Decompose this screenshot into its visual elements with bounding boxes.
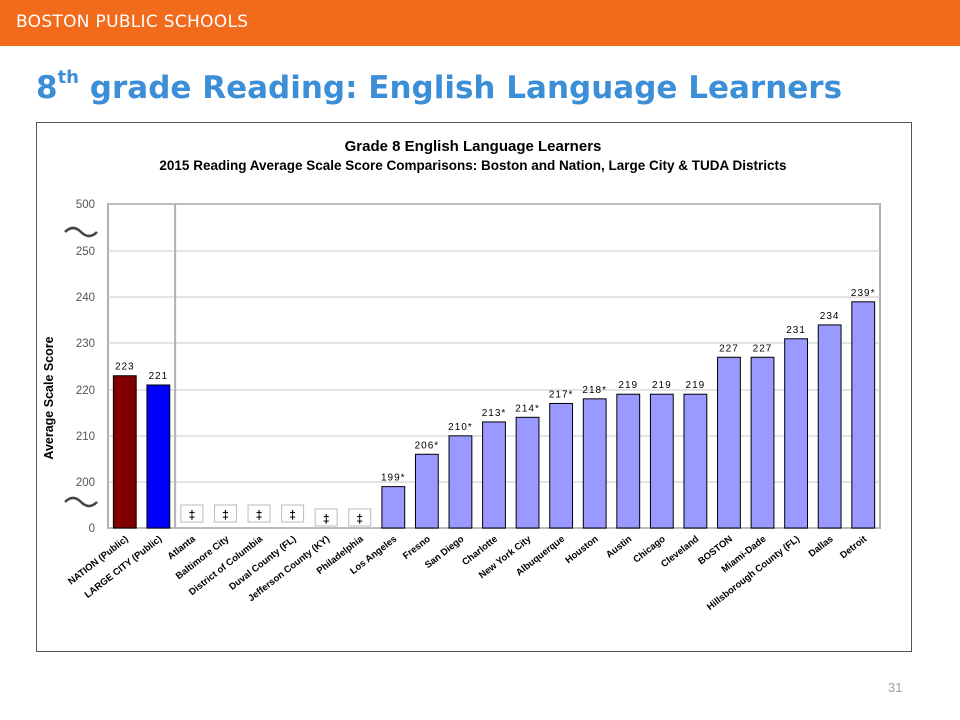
data-label: 227 [753, 343, 773, 354]
data-label: 234 [820, 311, 840, 322]
data-label: 219 [686, 380, 706, 391]
data-label: ‡ [256, 508, 263, 522]
header-bar: BOSTON PUBLIC SCHOOLS [0, 0, 960, 46]
y-tick-label: 500 [76, 199, 95, 211]
no-data-box [213, 504, 237, 523]
no-data-box [247, 504, 271, 523]
bar-12 [515, 416, 540, 529]
slide-title: 8th grade Reading: English Language Lear… [36, 66, 843, 106]
bar-chart: Grade 8 English Language Learners 2015 R… [42, 138, 881, 613]
data-label: 199* [381, 473, 406, 484]
title-grade-number: 8 [36, 70, 58, 106]
data-label: 219 [618, 380, 638, 391]
data-label: 214* [515, 403, 540, 414]
bar-17 [683, 393, 708, 529]
y-tick-label: 220 [76, 385, 95, 397]
bar-15 [616, 393, 641, 529]
y-axis-label: Average Scale Score [42, 336, 56, 459]
y-tick-label: 240 [76, 292, 95, 304]
bar-11 [482, 421, 506, 529]
title-ordinal-suffix: th [57, 66, 79, 88]
bar-16 [649, 393, 674, 529]
y-tick-label: 0 [89, 523, 95, 535]
data-label: 231 [786, 325, 806, 336]
x-tick-label: Dallas [807, 534, 836, 560]
data-label: ‡ [323, 512, 330, 526]
chart-frame: Grade 8 English Language Learners 2015 R… [36, 122, 912, 652]
axis-break-mark [64, 226, 98, 238]
y-tick-label: 200 [76, 477, 95, 489]
x-tick-label: Austin [604, 534, 634, 561]
bar-21 [817, 324, 842, 529]
no-data-box [348, 508, 372, 527]
x-tick-label: Cleveland [659, 534, 701, 570]
bar-0 [112, 375, 137, 529]
x-tick-label: Houston [563, 534, 600, 567]
data-label: 218* [582, 385, 607, 396]
y-tick-label: 210 [76, 431, 95, 443]
bar-13 [549, 402, 574, 529]
no-data-box [281, 504, 305, 523]
bar-1 [146, 384, 171, 529]
chart-title: Grade 8 English Language Learners [345, 138, 602, 155]
data-label: 217* [549, 389, 574, 400]
bar-19 [750, 356, 775, 529]
data-label: 213* [482, 408, 507, 419]
y-tick-label: 250 [76, 246, 95, 258]
org-name: BOSTON PUBLIC SCHOOLS [16, 12, 249, 32]
data-label: 223 [115, 362, 135, 373]
no-data-box [314, 508, 338, 527]
bar-8 [381, 486, 406, 529]
title-text: grade Reading: English Language Learners [79, 70, 843, 106]
data-label: ‡ [222, 508, 229, 522]
data-label: 227 [719, 343, 739, 354]
data-label: ‡ [289, 508, 296, 522]
data-label: ‡ [356, 512, 363, 526]
data-label: 219 [652, 380, 672, 391]
bar-20 [784, 338, 808, 529]
data-label: 239* [851, 288, 876, 299]
no-data-box [180, 504, 204, 523]
data-label: 221 [149, 371, 169, 382]
axis-break-mark [64, 496, 98, 508]
bar-14 [582, 398, 607, 529]
data-label: 210* [448, 422, 473, 433]
data-label: 206* [415, 440, 440, 451]
y-tick-label: 230 [76, 338, 95, 350]
bar-10 [448, 435, 473, 529]
chart-subtitle: 2015 Reading Average Scale Score Compari… [159, 158, 786, 173]
bar-22 [851, 301, 876, 529]
x-tick-label: Detroit [838, 533, 870, 561]
slide-number: 31 [888, 680, 903, 695]
bar-9 [414, 453, 439, 529]
data-label: ‡ [189, 508, 196, 522]
bar-18 [717, 356, 741, 529]
